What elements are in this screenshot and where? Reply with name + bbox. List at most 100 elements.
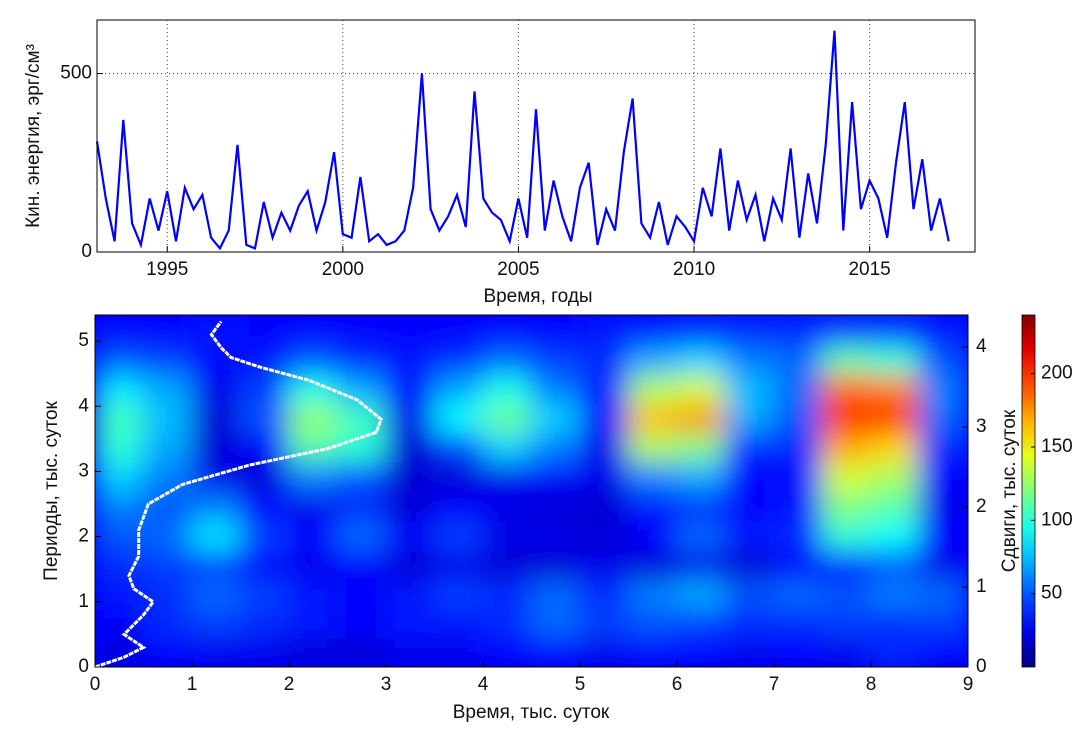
colorbar-tick-label: 150 (1041, 436, 1073, 457)
heatmap-cell (821, 372, 872, 404)
heatmap-clip (95, 315, 968, 667)
heatmap-cell (239, 548, 290, 580)
heatmap-cell (918, 578, 968, 610)
heatmap (95, 315, 968, 667)
y2-tick-label: 3 (976, 416, 987, 437)
heatmap-cell (433, 343, 484, 375)
heatmap-cell (433, 372, 484, 404)
heatmap-cell (918, 548, 968, 580)
heatmap-cell (433, 548, 484, 580)
heatmap-cell (385, 607, 436, 639)
heatmap-cell (336, 519, 387, 551)
heatmap-cell (288, 519, 339, 551)
heatmap-cell (142, 431, 193, 463)
heatmap-cell (142, 548, 193, 580)
heatmap-cell (433, 636, 484, 667)
heatmap-cell (191, 607, 242, 639)
heatmap-cell (288, 402, 339, 434)
heatmap-cell (191, 402, 242, 434)
heatmap-cell (142, 343, 193, 375)
heatmap-cell (579, 460, 630, 492)
y2-tick-label: 1 (976, 576, 987, 597)
x-tick-label: 8 (866, 674, 877, 695)
heatmap-cell (95, 431, 145, 463)
heatmap-cell (530, 607, 581, 639)
heatmap-cell (191, 343, 242, 375)
heatmap-cell (288, 636, 339, 667)
heatmap-cell (385, 636, 436, 667)
heatmap-cell (724, 578, 775, 610)
heatmap-cell (773, 343, 824, 375)
heatmap-cell (530, 431, 581, 463)
y-tick-label: 4 (78, 395, 89, 416)
heatmap-cell (676, 402, 727, 434)
heatmap-cell (482, 548, 533, 580)
heatmap-cell (239, 490, 290, 522)
heatmap-cell (627, 490, 678, 522)
heatmap-cell (773, 578, 824, 610)
heatmap-cell (676, 343, 727, 375)
heatmap-cell (579, 315, 630, 346)
heatmap-cell (870, 636, 921, 667)
x-tick-label: 7 (769, 674, 780, 695)
heatmap-cell (579, 519, 630, 551)
heatmap-cell (433, 490, 484, 522)
spectrum-line (94, 320, 383, 669)
heatmap-cell (870, 402, 921, 434)
heatmap-cell (288, 607, 339, 639)
heatmap-cell (918, 519, 968, 551)
heatmap-cell (288, 578, 339, 610)
heatmap-cell (530, 402, 581, 434)
heatmap-cell (821, 607, 872, 639)
heatmap-cell (773, 315, 824, 346)
heatmap-cell (773, 460, 824, 492)
heatmap-cell (918, 490, 968, 522)
x-axis-label: Время, годы (483, 286, 592, 307)
heatmap-cell (433, 607, 484, 639)
x-tick-label: 1 (187, 674, 198, 695)
heatmap-cell (724, 607, 775, 639)
heatmap-cell (579, 548, 630, 580)
heatmap-cell (579, 636, 630, 667)
heatmap-cell (95, 578, 145, 610)
heatmap-cell (676, 578, 727, 610)
heatmap-cell (918, 402, 968, 434)
heatmap-cell (336, 490, 387, 522)
heatmap-cell (95, 402, 145, 434)
heatmap-cell (239, 315, 290, 346)
heatmap-cell (288, 548, 339, 580)
heatmap-cell (385, 548, 436, 580)
heatmap-cell (482, 315, 533, 346)
heatmap-cell (336, 607, 387, 639)
heatmap-cell (918, 431, 968, 463)
heatmap-cell (482, 636, 533, 667)
heatmap-cell (627, 578, 678, 610)
heatmap-cell (627, 431, 678, 463)
heatmap-cell (239, 607, 290, 639)
y2-axis-label: Сдвиги, тыс. суток (999, 409, 1020, 572)
heatmap-cell (433, 519, 484, 551)
colorbar (1021, 314, 1036, 668)
heatmap-cell (627, 402, 678, 434)
heatmap-cell (676, 519, 727, 551)
heatmap-cell (385, 490, 436, 522)
x-tick-label: 5 (575, 674, 586, 695)
x-tick-label: 2015 (848, 259, 890, 280)
heatmap-cell (336, 343, 387, 375)
x-axis-label: Время, тыс. суток (453, 702, 610, 723)
heatmap-cell (870, 315, 921, 346)
heatmap-cell (482, 578, 533, 610)
heatmap-cell (870, 460, 921, 492)
heatmap-cell (773, 402, 824, 434)
heatmap-cell (627, 315, 678, 346)
heatmap-cell (482, 519, 533, 551)
heatmap-cell (579, 343, 630, 375)
y-tick-label: 1 (78, 591, 89, 612)
x-tick-label: 2005 (497, 259, 539, 280)
y-axis-label: Периоды, тыс. суток (41, 400, 62, 580)
x-tick-label: 2 (284, 674, 295, 695)
y-tick-label: 2 (78, 526, 89, 547)
x-tick-label: 1995 (146, 259, 188, 280)
heatmap-cell (773, 431, 824, 463)
heatmap-cell (676, 460, 727, 492)
